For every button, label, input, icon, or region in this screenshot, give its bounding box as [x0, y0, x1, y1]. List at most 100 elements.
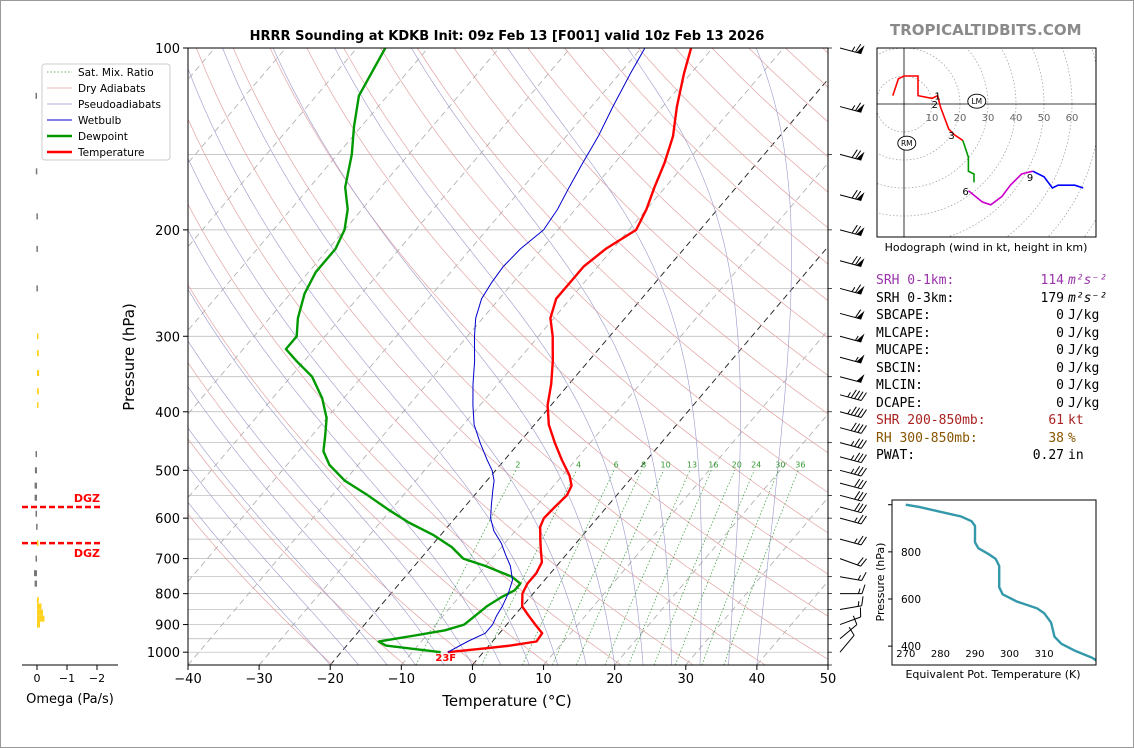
barb-full [860, 492, 867, 502]
mixing-ratio-line [522, 470, 615, 665]
barb-half [847, 392, 851, 398]
omega-bar [36, 523, 38, 530]
skewt-background-lines [188, 48, 828, 665]
dry-adiabat-line [188, 438, 406, 665]
dry-adiabat-line [453, 48, 828, 415]
barb-full [855, 284, 862, 293]
param-unit: % [1068, 430, 1076, 446]
wind-barb [839, 284, 865, 295]
wind-barb [839, 502, 867, 514]
wind-barb [839, 373, 865, 383]
param-row: DCAPE: 0 J/kg [876, 395, 1107, 413]
barb-staff [839, 558, 861, 567]
omega-bar [34, 580, 37, 587]
hodograph-trace [962, 140, 975, 183]
theta-e-x-tick-label: 300 [1000, 649, 1019, 660]
isotherm-line [188, 48, 571, 499]
pseudoadiabat-line [188, 465, 359, 665]
theta-e-x-tick-label: 290 [965, 649, 984, 660]
barb-full [860, 536, 867, 546]
isotherm-line [685, 497, 828, 665]
omega-bar [35, 555, 37, 562]
x-tick-label: 0 [468, 672, 476, 687]
profile-temperature [447, 48, 693, 654]
barb-full [857, 439, 864, 448]
barb-staff [839, 624, 858, 640]
hodograph-marker [967, 93, 987, 109]
wind-barb [839, 626, 855, 653]
barb-flag [856, 151, 865, 161]
omega-bar [34, 494, 37, 501]
skewt-plot-border [187, 47, 829, 666]
y-tick-label: 1000 [147, 646, 180, 661]
barb-staff [839, 47, 862, 55]
hodograph-marker [897, 135, 917, 151]
isotherm-line [401, 162, 828, 665]
pseudoadiabat-line [507, 48, 702, 665]
omega-xlabel: Omega (Pa/s) [26, 692, 114, 707]
surface-temp-label: 23F [435, 653, 456, 664]
pseudoadiabat-line [188, 288, 473, 665]
isotherm-line [188, 48, 358, 248]
barb-full [854, 491, 861, 500]
omega-bar [37, 402, 39, 409]
pseudoadiabat-line [627, 48, 741, 665]
profile-wetbulb [447, 48, 646, 653]
omega-bar [36, 213, 38, 220]
param-row: SBCAPE: 0 J/kg [876, 307, 1107, 325]
wind-barb [840, 584, 866, 595]
omega-bar [36, 285, 38, 292]
param-value: 61 [1048, 413, 1064, 428]
theta-e-border [891, 499, 1097, 666]
legend-entry: Temperature [77, 147, 145, 159]
barb-full [854, 407, 861, 416]
omega-bar [37, 388, 39, 395]
theta-e-inner [905, 503, 1096, 662]
barb-staff [839, 469, 862, 477]
param-row: MLCAPE: 0 J/kg [876, 325, 1107, 343]
barb-full [854, 466, 861, 475]
barb-flag [856, 258, 865, 267]
site-watermark: TROPICALTIDBITS.COM [890, 21, 1082, 39]
param-value: 0 [1056, 395, 1064, 411]
barb-full [850, 406, 857, 416]
dry-adiabat-line [188, 513, 334, 665]
pseudoadiabat-line [411, 48, 672, 665]
barb-flag [856, 373, 865, 383]
pseudoadiabat-line [755, 48, 792, 665]
barb-staff [839, 442, 862, 449]
hodograph-height-label: 1 [934, 92, 940, 103]
omega-bar [35, 510, 37, 517]
wind-barb [839, 224, 865, 237]
barb-full [854, 478, 861, 488]
barb-full [851, 224, 858, 234]
pseudoadiabat-line [188, 67, 559, 665]
barb-staff [839, 456, 862, 464]
barb-staff [839, 576, 862, 582]
param-unit: J/kg [1068, 378, 1100, 393]
barb-staff [839, 106, 862, 113]
skewt-xlabel: Temperature (°C) [441, 692, 571, 710]
omega-bar [37, 540, 39, 547]
barb-full [860, 440, 867, 449]
hodograph-panel: 10 20 30 40 50 60 12 3 6 9 LM RM [876, 47, 1097, 238]
x-tick-label: 30 [678, 672, 695, 687]
y-tick-label: 800 [155, 588, 180, 603]
mixing-ratio-label: 13 [687, 460, 697, 469]
hodograph-ring-label: 40 [1010, 113, 1023, 124]
barb-full [855, 309, 862, 318]
x-tick-label: 10 [535, 672, 552, 687]
param-row: SRH 0-1km: 114 m²s⁻² [876, 272, 1107, 290]
barb-full [857, 514, 864, 524]
pseudoadiabat-line [272, 48, 615, 665]
barb-full [855, 190, 862, 200]
param-unit: kt [1068, 413, 1084, 428]
param-unit: in [1068, 448, 1084, 463]
omega-tick-label: −2 [89, 672, 105, 685]
omega-bar [34, 467, 37, 474]
mixing-ratio-label: 20 [732, 460, 742, 469]
hodograph-height-label: 3 [948, 131, 954, 142]
omega-bar [34, 482, 37, 489]
param-label: MLCAPE: [876, 325, 931, 341]
barb-flag [856, 192, 865, 201]
